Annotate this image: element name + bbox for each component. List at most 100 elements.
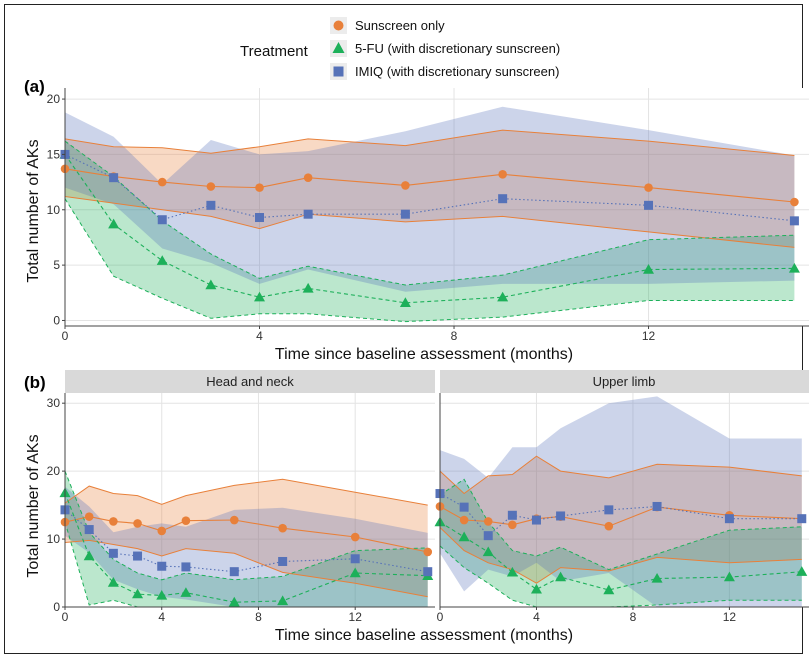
point-triangle <box>132 588 144 599</box>
point-triangle <box>506 566 518 577</box>
x-tick-label: 12 <box>642 329 656 343</box>
facet-0-0: 0 4 8 12 0 5 10 15 20 <box>47 88 809 343</box>
point-square <box>84 525 94 535</box>
point-circle <box>157 526 167 536</box>
y-tick-label: 15 <box>47 147 61 161</box>
point-circle <box>157 177 167 187</box>
plot-area <box>65 393 435 607</box>
point-square <box>459 502 469 512</box>
series-line-square <box>439 493 802 537</box>
point-triangle <box>723 571 735 582</box>
legend-label-imiq: IMIQ (with discretionary sunscreen) <box>355 64 559 79</box>
point-circle <box>84 512 94 521</box>
point-triangle <box>603 584 615 595</box>
point-circle <box>498 170 507 179</box>
ribbon-border-upper <box>64 478 428 506</box>
y-tick-label: 10 <box>47 203 61 217</box>
y-tick-label: 0 <box>53 313 60 327</box>
point-triangle <box>458 531 470 542</box>
x-axis-title-a: Time since baseline assessment (months) <box>275 346 573 363</box>
point-square <box>483 531 493 541</box>
plot-area <box>440 393 809 607</box>
point-square <box>108 548 118 558</box>
panel-label-b: (b) <box>24 373 46 392</box>
y-axis-title-a: Total number of AKs <box>25 139 42 282</box>
point-square <box>109 173 119 183</box>
point-circle <box>401 181 410 190</box>
point-square <box>507 510 517 520</box>
point-triangle <box>83 550 95 561</box>
legend-marker-square <box>333 66 344 77</box>
ribbon-triangle <box>440 479 802 607</box>
ribbon-border-lower <box>64 198 795 323</box>
point-triangle <box>180 587 192 597</box>
point-square <box>724 514 734 524</box>
y-tick-label: 20 <box>47 464 61 478</box>
x-tick-label: 0 <box>62 329 69 343</box>
point-circle <box>350 532 360 542</box>
series-line-circle <box>64 168 795 203</box>
x-tick-label: 4 <box>158 610 165 624</box>
point-square <box>556 511 566 521</box>
point-circle <box>483 517 493 526</box>
point-triangle <box>156 589 168 600</box>
ribbon-border-upper <box>64 470 428 581</box>
facet-1-0: 0 4 8 12 0 10 20 30 <box>47 393 435 624</box>
ribbon-border-lower <box>439 527 802 584</box>
ribbon-circle <box>65 130 795 248</box>
point-circle <box>604 521 614 531</box>
point-square <box>604 505 614 515</box>
point-triangle <box>555 571 567 582</box>
series-line-triangle <box>64 154 795 304</box>
legend-key-sunscreen <box>330 17 347 34</box>
y-tick-label: 5 <box>53 258 60 272</box>
point-circle <box>508 520 517 530</box>
x-tick-label: 8 <box>255 610 262 624</box>
ribbon-border-upper <box>64 140 795 286</box>
legend-label-5fu: 5-FU (with discretionary sunscreen) <box>355 41 560 56</box>
point-square <box>350 554 360 564</box>
point-triangle <box>108 218 120 229</box>
x-tick-label: 0 <box>437 610 444 624</box>
plot-area <box>65 88 809 326</box>
series-line-triangle <box>439 521 802 591</box>
point-triangle <box>643 264 655 274</box>
point-triangle <box>482 546 494 557</box>
facet-1-1: 0 4 8 12 <box>434 393 809 624</box>
x-tick-label: 12 <box>723 610 737 624</box>
strip-head-and-neck: Head and neck <box>206 374 294 389</box>
ribbon-square <box>65 106 795 292</box>
y-tick-label: 0 <box>53 600 60 614</box>
point-triangle <box>399 297 411 307</box>
point-circle <box>459 515 469 525</box>
x-tick-label: 12 <box>349 610 363 624</box>
strip-head-and-neck-bg <box>65 370 435 393</box>
point-square <box>157 561 167 571</box>
legend-key-5fu <box>330 40 347 57</box>
point-circle <box>255 183 264 192</box>
series-line-square <box>64 509 428 573</box>
ribbon-triangle <box>65 141 795 322</box>
point-triangle <box>530 583 542 594</box>
point-square <box>181 562 191 572</box>
point-circle <box>109 517 118 526</box>
point-triangle <box>796 566 808 576</box>
point-square <box>652 501 662 511</box>
point-triangle <box>107 577 119 587</box>
x-axis-title-b: Time since baseline assessment (months) <box>275 627 573 644</box>
point-triangle <box>156 255 168 265</box>
legend-marker-circle <box>333 20 344 31</box>
point-triangle <box>302 282 314 293</box>
panel-label-a: (a) <box>24 77 45 96</box>
x-tick-label: 4 <box>533 610 540 624</box>
point-square <box>255 213 265 223</box>
series-line-circle <box>64 516 428 553</box>
strip-upper-limb: Upper limb <box>593 374 656 389</box>
legend-label-sunscreen: Sunscreen only <box>355 18 445 33</box>
point-square <box>498 194 508 204</box>
figure-frame <box>4 4 803 654</box>
ribbon-circle <box>440 456 802 584</box>
series-line-circle <box>439 506 802 527</box>
point-circle <box>303 173 313 182</box>
plot-layer: 0 4 8 12 0 5 10 15 20 0 4 8 12 0 10 20 30 0 4 8 12 <box>47 88 809 624</box>
